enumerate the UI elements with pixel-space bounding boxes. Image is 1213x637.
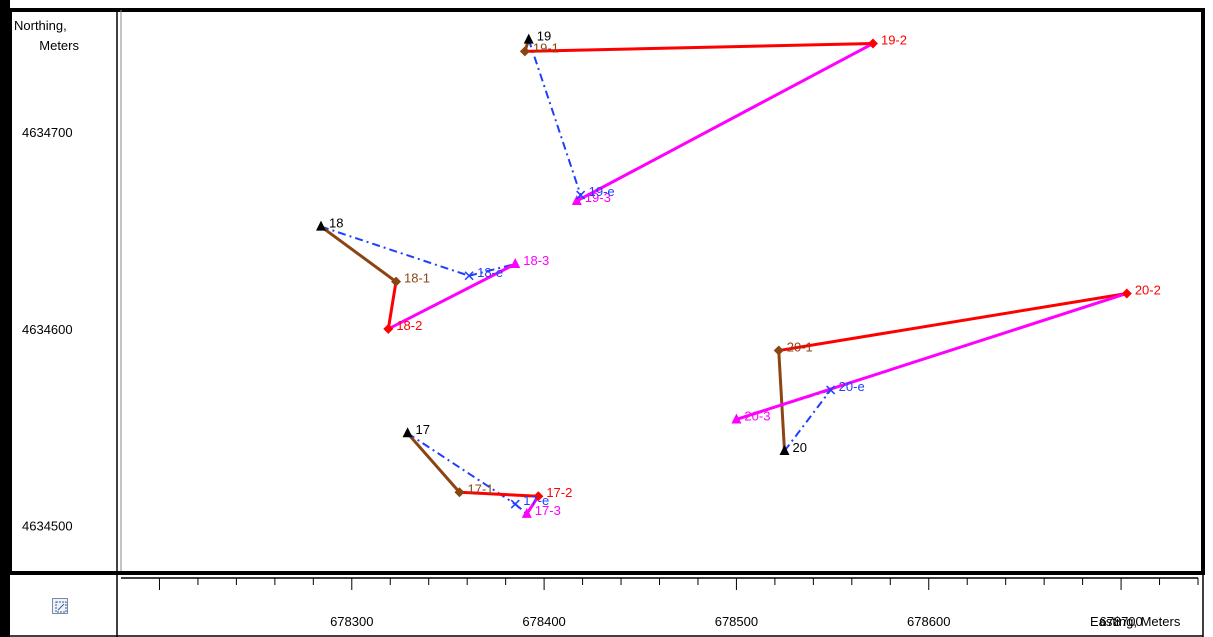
triangle-marker [402,427,413,438]
diamond-marker [383,323,394,334]
path-segment [386,281,398,330]
path-segment [777,350,787,452]
point-label: 18-2 [396,318,422,333]
point-label: 18-e [477,265,503,280]
diamond-marker [519,46,530,57]
point-label: 20-1 [787,340,813,355]
y-tick-label: 4634500 [22,519,73,534]
x-tick-label: 678300 [330,614,373,629]
point-label: 17-1 [467,481,493,496]
point-label: 19-2 [881,33,907,48]
point-label: 18-3 [523,253,549,268]
zoom-extent-icon [55,601,67,613]
triangle-marker [779,444,790,455]
point-label: 19-3 [585,190,611,205]
path-segment [459,490,539,498]
y-axis-label-line1: Northing, [14,18,67,33]
x-tick-label: 678700 [1099,614,1142,629]
point-label: 17-3 [535,503,561,518]
diamond-marker [454,487,465,498]
path-segment [468,262,516,277]
cross-marker [826,385,836,395]
series-lines [320,39,1128,515]
x-tick-label: 678400 [522,614,565,629]
x-tick-label: 678600 [907,614,950,629]
y-tick-labels: 4634500 4634600 4634700 [22,125,73,534]
x-tick-label: 678500 [715,614,758,629]
diamond-marker [867,38,878,49]
triangle-marker [510,257,521,268]
y-tick-label: 4634600 [22,322,73,337]
x-axis-label: Easting, Meters [1090,614,1181,629]
point-label: 18-1 [404,271,430,286]
path-segment [735,292,1128,421]
cross-marker [464,271,474,281]
diamond-marker [773,345,784,356]
point-label: 17 [416,422,430,437]
point-label: 20 [793,440,807,455]
triangle-marker [571,194,582,205]
diamond-marker [391,276,402,287]
left-thick-bar [0,0,10,637]
triangle-marker [523,33,534,44]
path-segment [407,432,516,505]
path-segment [320,225,397,283]
path-segment [387,262,516,331]
path-segment [576,42,874,203]
path-segment [778,292,1128,353]
cross-marker [576,190,586,200]
path-segment [783,389,832,452]
plot-border [8,8,1205,575]
path-segment [524,42,874,53]
point-label: 17-2 [546,485,572,500]
diamond-marker [533,491,544,502]
diamond-marker [1121,288,1132,299]
triangle-marker [521,507,532,518]
point-label: 20-e [839,379,865,394]
x-axis-ticks: 678300 678400 678500 678600 678700 [158,578,1199,629]
point-label: 19-1 [533,40,559,55]
path-segment [320,225,470,277]
triangle-marker [731,413,742,424]
zoom-extent-button[interactable] [52,598,68,614]
point-label: 19 [537,29,551,44]
cross-marker [510,499,520,509]
point-label: 20-2 [1135,282,1161,297]
point-label: 17-e [523,493,549,508]
point-label: 20-3 [744,408,770,423]
series-markers [316,33,1132,518]
point-label: 18 [329,216,343,231]
point-label: 19-e [589,184,615,199]
triangle-marker [316,220,327,231]
path-segment [406,432,461,494]
y-axis-label-line2: Meters [39,38,79,53]
y-tick-label: 4634700 [22,125,73,140]
